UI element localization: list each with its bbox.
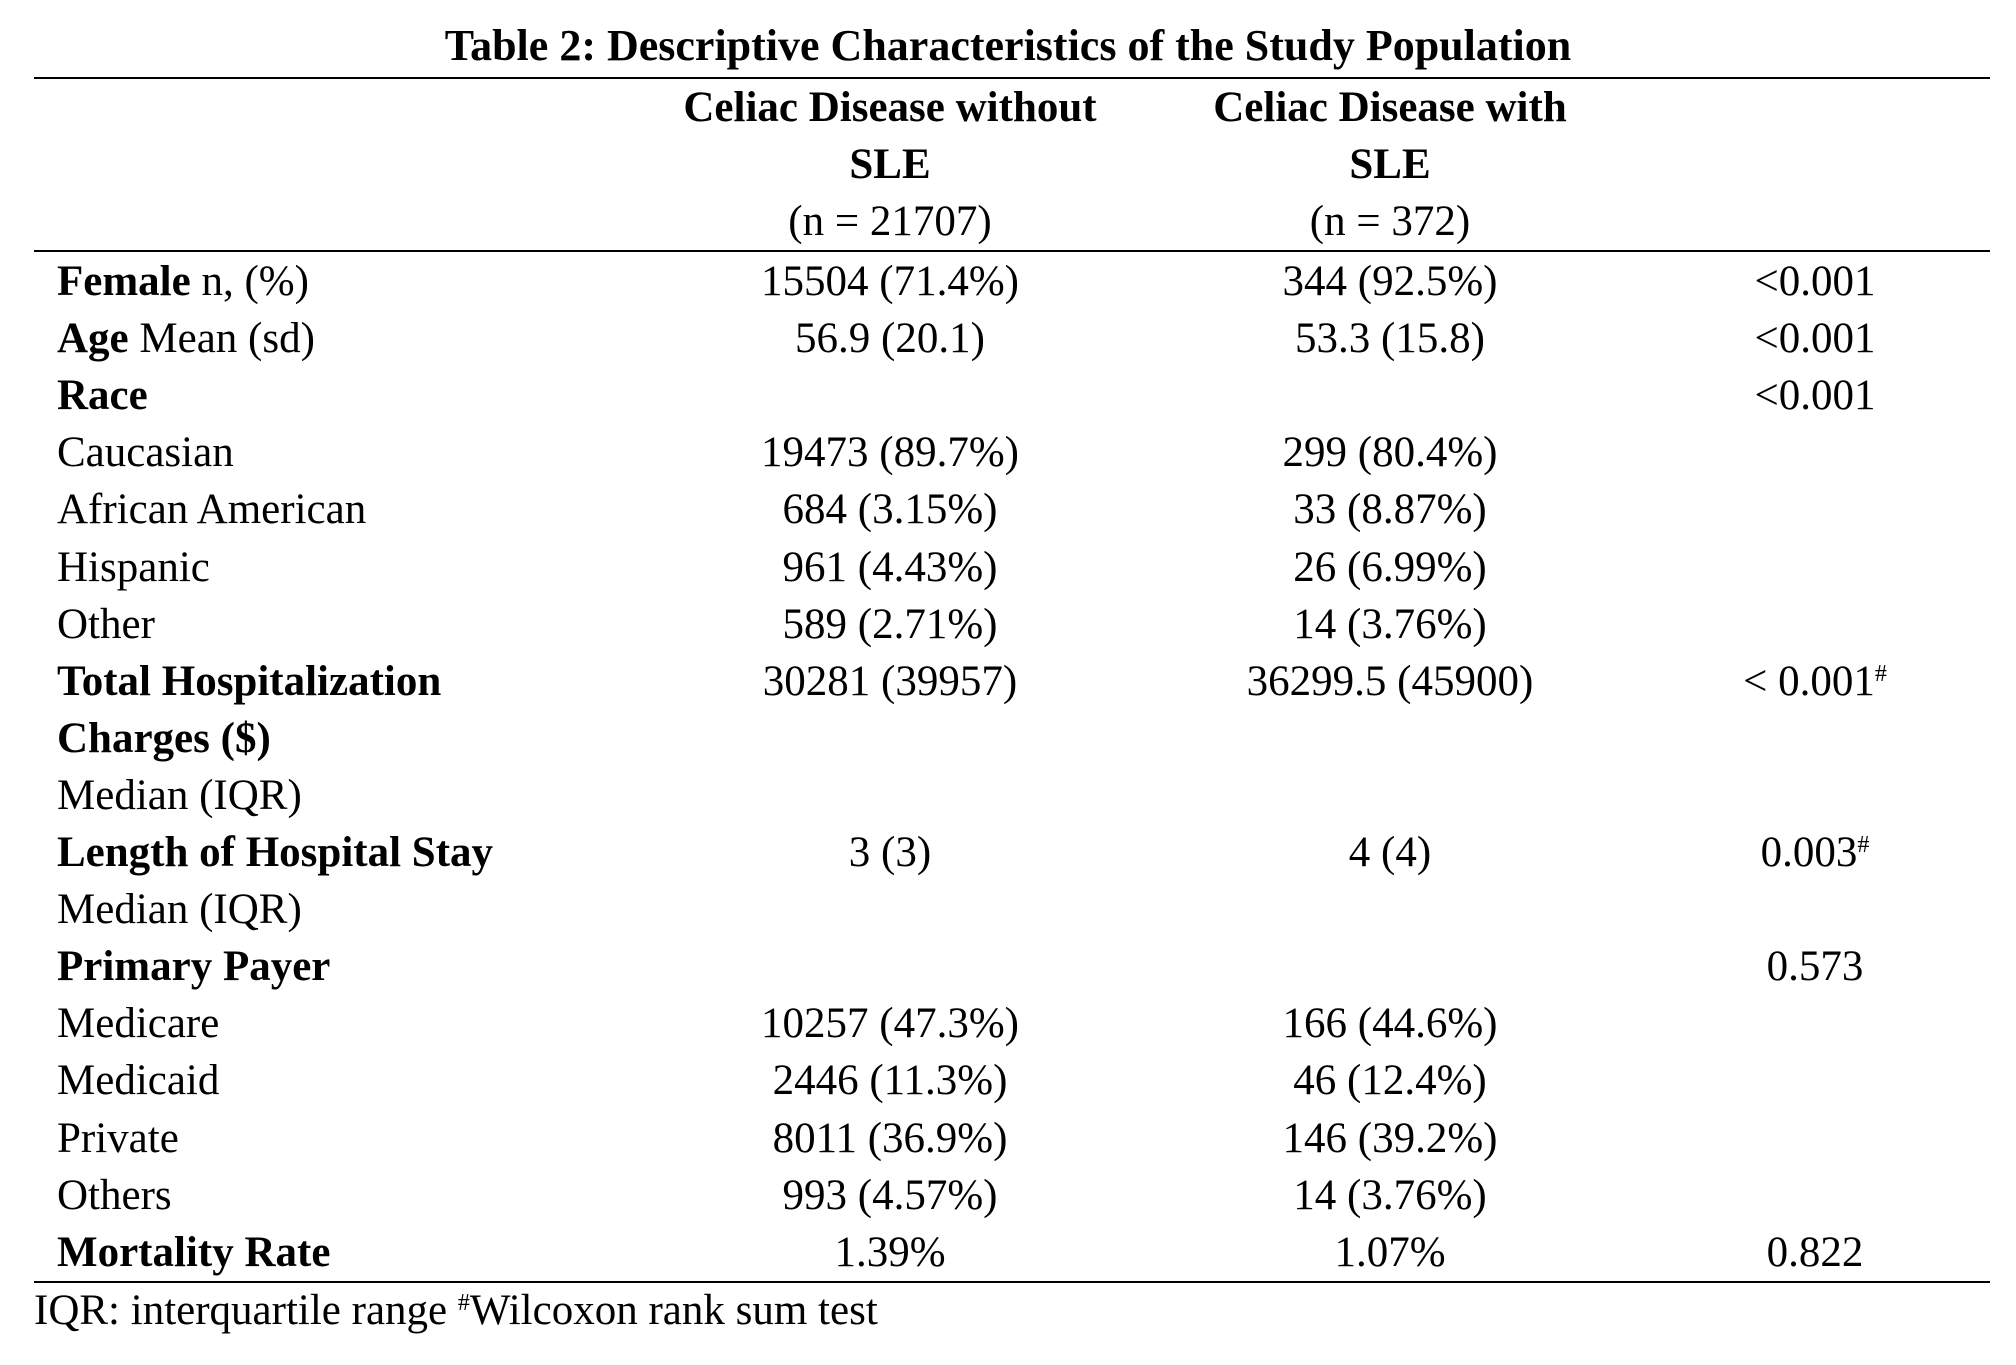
cell-p-value: <0.001 [1665, 310, 1965, 367]
cell-with-sle: 14 (3.76%) [1293, 601, 1487, 648]
row-label: African American [57, 481, 366, 538]
cell-without-sle: 10257 (47.3%) [761, 1000, 1019, 1047]
row-label: Total Hospitalization [57, 653, 441, 710]
row-label-detail: Private [57, 1115, 179, 1162]
p-value: <0.001 [1754, 315, 1876, 362]
p-value: < 0.001 [1743, 658, 1875, 705]
cell-p-value: <0.001 [1665, 253, 1965, 310]
cell-with-sle: 1.07% [1334, 1229, 1446, 1276]
cell-with-sle: 344 (92.5%) [1282, 258, 1498, 305]
row-label-detail: Others [57, 1172, 172, 1219]
row-label-bold: Charges ($) [57, 715, 271, 762]
row-label-detail: Medicare [57, 1000, 220, 1047]
p-value: <0.001 [1754, 372, 1876, 419]
row-label: Length of Hospital Stay [57, 824, 493, 881]
cell-without-sle: 8011 (36.9%) [772, 1115, 1008, 1162]
row-label-bold: Primary Payer [57, 943, 331, 990]
row-label-bold: Total Hospitalization [57, 658, 442, 705]
row-label: Mortality Rate [57, 1224, 330, 1281]
row-label: Caucasian [57, 424, 234, 481]
row-label-detail: Medicaid [57, 1057, 220, 1104]
cell-with-sle: 14 (3.76%) [1293, 1172, 1487, 1219]
row-label: Hispanic [57, 539, 210, 596]
top-rule [34, 77, 1990, 79]
row-label: Medicaid [57, 1052, 219, 1109]
row-label-detail: Other [57, 601, 155, 648]
cell-with-sle: 299 (80.4%) [1282, 429, 1498, 476]
cell-without-sle: 589 (2.71%) [782, 601, 998, 648]
row-label: Race [57, 367, 148, 424]
cell-with-sle: 146 (39.2%) [1282, 1115, 1498, 1162]
col2-header-line2: SLE [1349, 141, 1431, 188]
cell-with-sle: 46 (12.4%) [1293, 1057, 1487, 1104]
row-label-detail: African American [57, 486, 367, 533]
cell-p-value: 0.822 [1665, 1224, 1965, 1281]
col1-header-n: (n = 21707) [788, 198, 992, 245]
cell-without-sle: 2446 (11.3%) [772, 1057, 1008, 1104]
footnote-text: IQR: interquartile range [34, 1287, 458, 1334]
p-value-marker: # [1857, 832, 1870, 858]
cell-without-sle: 961 (4.43%) [782, 544, 998, 591]
row-label: Medicare [57, 995, 219, 1052]
footnote-marker: # [457, 1290, 470, 1316]
table-title: Table 2: Descriptive Characteristics of … [444, 21, 1572, 70]
row-label-bold: Age [57, 315, 129, 362]
row-label-detail: n, (%) [190, 258, 309, 305]
row-label-detail: Median (IQR) [57, 772, 302, 819]
row-label: Median (IQR) [57, 767, 302, 824]
p-value: 0.573 [1766, 943, 1864, 990]
cell-without-sle: 684 (3.15%) [782, 486, 998, 533]
row-label-detail: Caucasian [57, 429, 234, 476]
cell-without-sle: 1.39% [834, 1229, 946, 1276]
p-value: <0.001 [1754, 258, 1876, 305]
p-value-marker: # [1874, 661, 1887, 687]
row-label: Others [57, 1167, 172, 1224]
col2-header-n: (n = 372) [1309, 198, 1471, 245]
table-footnote: IQR: interquartile range #Wilcoxon rank … [34, 1282, 878, 1339]
footnote-text-2: Wilcoxon rank sum test [469, 1287, 878, 1334]
row-label-bold: Race [57, 372, 148, 419]
row-label: Other [57, 596, 155, 653]
cell-without-sle: 56.9 (20.1) [795, 315, 985, 362]
row-label-detail: Median (IQR) [57, 886, 302, 933]
row-label: Age Mean (sd) [57, 310, 315, 367]
col1-header-line1: Celiac Disease without [683, 84, 1097, 131]
row-label: Private [57, 1110, 179, 1167]
cell-p-value: 0.573 [1665, 938, 1965, 995]
cell-p-value: < 0.001# [1665, 653, 1965, 710]
cell-with-sle: 4 (4) [1348, 829, 1432, 876]
col1-header-line2: SLE [849, 141, 931, 188]
cell-with-sle: 53.3 (15.8) [1295, 315, 1485, 362]
p-value: 0.003 [1760, 829, 1858, 876]
cell-without-sle: 993 (4.57%) [782, 1172, 998, 1219]
p-value: 0.822 [1766, 1229, 1864, 1276]
cell-p-value: <0.001 [1665, 367, 1965, 424]
row-label-bold: Mortality Rate [57, 1229, 331, 1276]
row-label: Charges ($) [57, 710, 271, 767]
row-label: Female n, (%) [57, 253, 309, 310]
row-label: Primary Payer [57, 938, 330, 995]
row-label-bold: Length of Hospital Stay [57, 829, 494, 876]
cell-without-sle: 15504 (71.4%) [761, 258, 1019, 305]
cell-with-sle: 166 (44.6%) [1282, 1000, 1498, 1047]
cell-without-sle: 3 (3) [848, 829, 932, 876]
cell-with-sle: 33 (8.87%) [1293, 486, 1487, 533]
row-label-detail: Hispanic [57, 544, 210, 591]
bottom-rule [34, 1281, 1990, 1283]
row-label-detail: Mean (sd) [128, 315, 315, 362]
cell-without-sle: 19473 (89.7%) [761, 429, 1019, 476]
header-rule [34, 250, 1990, 252]
cell-with-sle: 36299.5 (45900) [1246, 658, 1534, 705]
col2-header-line1: Celiac Disease with [1213, 84, 1567, 131]
row-label-bold: Female [57, 258, 191, 305]
row-label: Median (IQR) [57, 881, 302, 938]
cell-without-sle: 30281 (39957) [762, 658, 1018, 705]
cell-p-value: 0.003# [1665, 824, 1965, 881]
cell-with-sle: 26 (6.99%) [1293, 544, 1487, 591]
